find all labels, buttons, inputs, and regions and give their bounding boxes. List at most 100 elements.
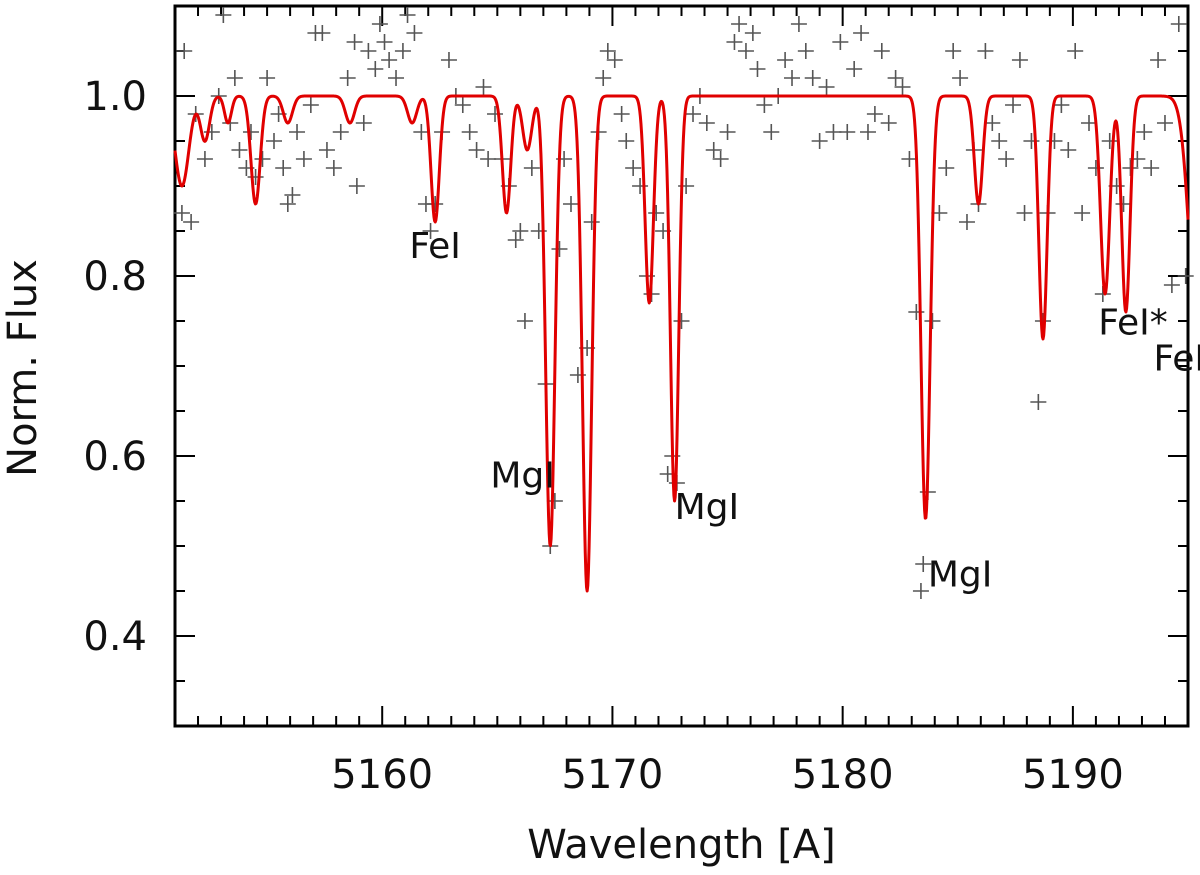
data-point xyxy=(302,97,319,113)
data-point xyxy=(1170,16,1187,32)
data-point xyxy=(413,124,430,140)
data-point xyxy=(1053,97,1070,113)
data-point xyxy=(1115,196,1132,212)
y-tick-label: 1.0 xyxy=(83,74,147,120)
data-point xyxy=(242,124,259,140)
data-point xyxy=(719,124,736,140)
data-point xyxy=(173,205,190,221)
line-label: MgI xyxy=(928,555,993,596)
data-point xyxy=(440,52,457,68)
data-point xyxy=(859,124,876,140)
data-point xyxy=(254,151,271,167)
data-point xyxy=(562,196,579,212)
axes: 5160 5170 5180 5190 0.4 0.6 0.8 1.0 xyxy=(83,4,1190,798)
data-point xyxy=(346,34,363,50)
data-point xyxy=(648,205,665,221)
data-point xyxy=(1087,160,1104,176)
y-axis-label: Norm. Flux xyxy=(0,259,46,477)
data-point xyxy=(958,214,975,230)
data-point xyxy=(275,160,292,176)
data-point xyxy=(367,61,384,77)
y-tick-label: 0.6 xyxy=(83,434,147,480)
data-point xyxy=(507,232,524,248)
data-point xyxy=(259,70,276,86)
data-point xyxy=(1030,394,1047,410)
data-point xyxy=(399,7,416,23)
data-point xyxy=(318,142,335,158)
data-point xyxy=(523,160,540,176)
data-point xyxy=(613,106,630,122)
line-label: MgI xyxy=(490,456,555,497)
data-point xyxy=(618,133,635,149)
data-point xyxy=(475,79,492,95)
line-labels: FeI MgI MgI MgI FeI*FeI* xyxy=(409,226,1200,596)
data-point xyxy=(839,124,856,140)
data-point xyxy=(784,70,801,86)
data-point xyxy=(468,142,485,158)
data-point xyxy=(454,97,471,113)
data-point xyxy=(731,16,748,32)
x-tick-label: 5160 xyxy=(331,752,433,798)
data-point xyxy=(632,178,649,194)
data-point xyxy=(394,43,411,59)
data-point xyxy=(265,133,282,149)
plot-frame xyxy=(173,4,1190,728)
data-point xyxy=(1011,52,1028,68)
data-point xyxy=(1067,43,1084,59)
data-point xyxy=(314,25,331,41)
data-point xyxy=(901,151,918,167)
data-point xyxy=(289,124,306,140)
data-point xyxy=(551,241,568,257)
model-line xyxy=(173,94,1190,593)
data-point xyxy=(945,43,962,59)
data-point xyxy=(332,124,349,140)
data-point xyxy=(756,97,773,113)
line-label: MgI xyxy=(675,487,740,528)
data-point xyxy=(183,214,200,230)
data-point xyxy=(1143,160,1160,176)
data-point xyxy=(1150,52,1167,68)
data-point xyxy=(698,115,715,131)
data-point xyxy=(853,25,870,41)
data-point xyxy=(1074,205,1091,221)
y-tick-label: 0.4 xyxy=(83,614,147,660)
data-point xyxy=(325,160,342,176)
data-point xyxy=(487,106,504,122)
data-point xyxy=(924,313,941,329)
data-point xyxy=(673,313,690,329)
data-point xyxy=(339,70,356,86)
data-point xyxy=(705,142,722,158)
data-point xyxy=(231,142,248,158)
data-point xyxy=(846,61,863,77)
data-point xyxy=(811,133,828,149)
data-point xyxy=(1177,268,1194,284)
data-point xyxy=(912,583,929,599)
data-point xyxy=(880,115,897,131)
data-point xyxy=(915,556,932,572)
data-point xyxy=(1005,97,1022,113)
data-point xyxy=(355,115,372,131)
line-label: FeI xyxy=(409,226,461,267)
data-point xyxy=(1163,277,1180,293)
data-point xyxy=(284,187,301,203)
data-point xyxy=(247,169,264,185)
data-point xyxy=(818,79,835,95)
x-tick-label: 5170 xyxy=(562,752,664,798)
data-point xyxy=(360,43,377,59)
data-point xyxy=(461,124,478,140)
data-point xyxy=(595,70,612,86)
data-point xyxy=(606,52,623,68)
data-point xyxy=(866,106,883,122)
data-point xyxy=(226,70,243,86)
data-point xyxy=(1101,133,1118,149)
data-point xyxy=(1060,142,1077,158)
data-point xyxy=(1081,115,1097,131)
data-point xyxy=(406,25,423,41)
data-point xyxy=(873,43,890,59)
data-point xyxy=(797,43,814,59)
data-point xyxy=(1136,124,1153,140)
line-label: FeI* xyxy=(1153,339,1200,380)
data-point xyxy=(991,133,1008,149)
x-tick-label: 5190 xyxy=(1022,752,1124,798)
